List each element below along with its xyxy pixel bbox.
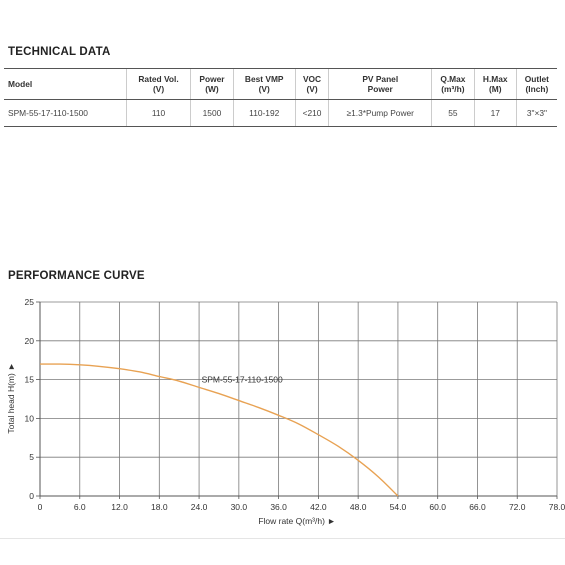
chart-tick-labels: 0 6.0 12.0 18.0 24.0 30.0 36.0 42.0 48.0 54.0 60.0…: [25, 297, 565, 512]
table-cell: <210: [294, 99, 329, 127]
x-tick-label: 6.0: [74, 502, 86, 512]
x-tick-label: 42.0: [310, 502, 327, 512]
column-header-line: PV Panel: [362, 73, 399, 84]
technical-data-title: TECHNICAL DATA: [8, 46, 111, 58]
column-header-line: (V): [152, 84, 165, 94]
x-tick-label: 30.0: [231, 502, 248, 512]
column-header-line: (V): [306, 84, 318, 94]
column-header-line: Power: [367, 84, 393, 94]
chart-grid: [40, 301, 558, 496]
column-header-line: Rated Vol.: [138, 73, 179, 84]
bottom-divider: [0, 538, 565, 539]
column-header: VOC (V): [294, 68, 329, 100]
column-header: Model: [4, 68, 127, 100]
column-header-line: (M): [488, 84, 502, 94]
column-header-line: Model: [8, 78, 33, 89]
x-tick-label: 72.0: [509, 502, 526, 512]
y-axis-label: Total head H(m) ►: [6, 362, 16, 433]
column-header: Outlet (Inch): [515, 68, 557, 100]
technical-data-table: Model Rated Vol. (V) Power (W) Best VMP (V) VOC…: [4, 68, 557, 127]
x-tick-label: 54.0: [390, 502, 407, 512]
column-header-line: (W): [205, 84, 219, 94]
x-tick-label: 48.0: [350, 502, 367, 512]
x-tick-label: 18.0: [151, 502, 168, 512]
x-tick-label: 78.0: [549, 502, 565, 512]
column-header: Rated Vol. (V): [125, 68, 191, 100]
x-tick-label: 60.0: [429, 502, 446, 512]
column-header-line: (V): [258, 84, 270, 94]
column-header: PV Panel Power: [328, 68, 432, 100]
y-tick-label: 25: [25, 297, 35, 307]
column-header: H.Max (M): [473, 68, 517, 100]
chart-series: SPM-55-17-110-1500: [39, 363, 399, 497]
table-cell: SPM-55-17-110-1500: [4, 99, 127, 127]
column-header-line: Power: [199, 73, 225, 84]
series-line: [39, 363, 399, 497]
table-cell: 110-192: [232, 99, 296, 127]
performance-curve-chart: 0 6.0 12.0 18.0 24.0 30.0 36.0 42.0 48.0 54.0 60.0…: [6, 297, 565, 526]
table-cell: 55: [431, 99, 475, 127]
table-cell: 3"×3": [515, 99, 557, 127]
performance-curve-title: PERFORMANCE CURVE: [8, 270, 145, 282]
column-header-line: Q.Max: [440, 73, 466, 84]
y-tick-label: 20: [25, 336, 35, 346]
y-tick-label: 0: [29, 491, 34, 501]
table-cell: 1500: [190, 99, 234, 127]
y-tick-label: 10: [25, 413, 35, 423]
column-header-line: (m³/h): [441, 84, 465, 94]
column-header: Q.Max (m³/h): [431, 68, 475, 100]
x-tick-label: 36.0: [270, 502, 287, 512]
table-header-row: Model Rated Vol. (V) Power (W) Best VMP (V) VOC…: [4, 68, 557, 100]
column-header-line: Outlet: [524, 73, 549, 84]
table-cell: 110: [125, 99, 191, 127]
table-cell: ≥1.3*Pump Power: [328, 99, 432, 127]
y-tick-label: 5: [29, 452, 34, 462]
chart-axes: [36, 301, 558, 499]
x-tick-label: 66.0: [469, 502, 486, 512]
series-label: SPM-55-17-110-1500: [202, 375, 283, 385]
column-header: Best VMP (V): [232, 68, 296, 100]
x-axis-label: Flow rate Q(m³/h) ►: [258, 516, 335, 526]
table-body: SPM-55-17-110-1500 110 1500 110-192 <210 ≥1.3…: [4, 99, 557, 127]
column-header: Power (W): [190, 68, 234, 100]
x-tick-label: 12.0: [111, 502, 128, 512]
column-header-line: Best VMP: [244, 73, 284, 84]
x-tick-label: 0: [38, 502, 43, 512]
column-header-line: H.Max: [482, 73, 508, 84]
column-header-line: (Inch): [525, 84, 549, 94]
table-cell: 17: [473, 99, 517, 127]
x-tick-label: 24.0: [191, 502, 208, 512]
table-row: SPM-55-17-110-1500 110 1500 110-192 <210 ≥1.3…: [4, 99, 557, 127]
y-tick-label: 15: [25, 375, 35, 385]
column-header-line: VOC: [302, 73, 322, 84]
